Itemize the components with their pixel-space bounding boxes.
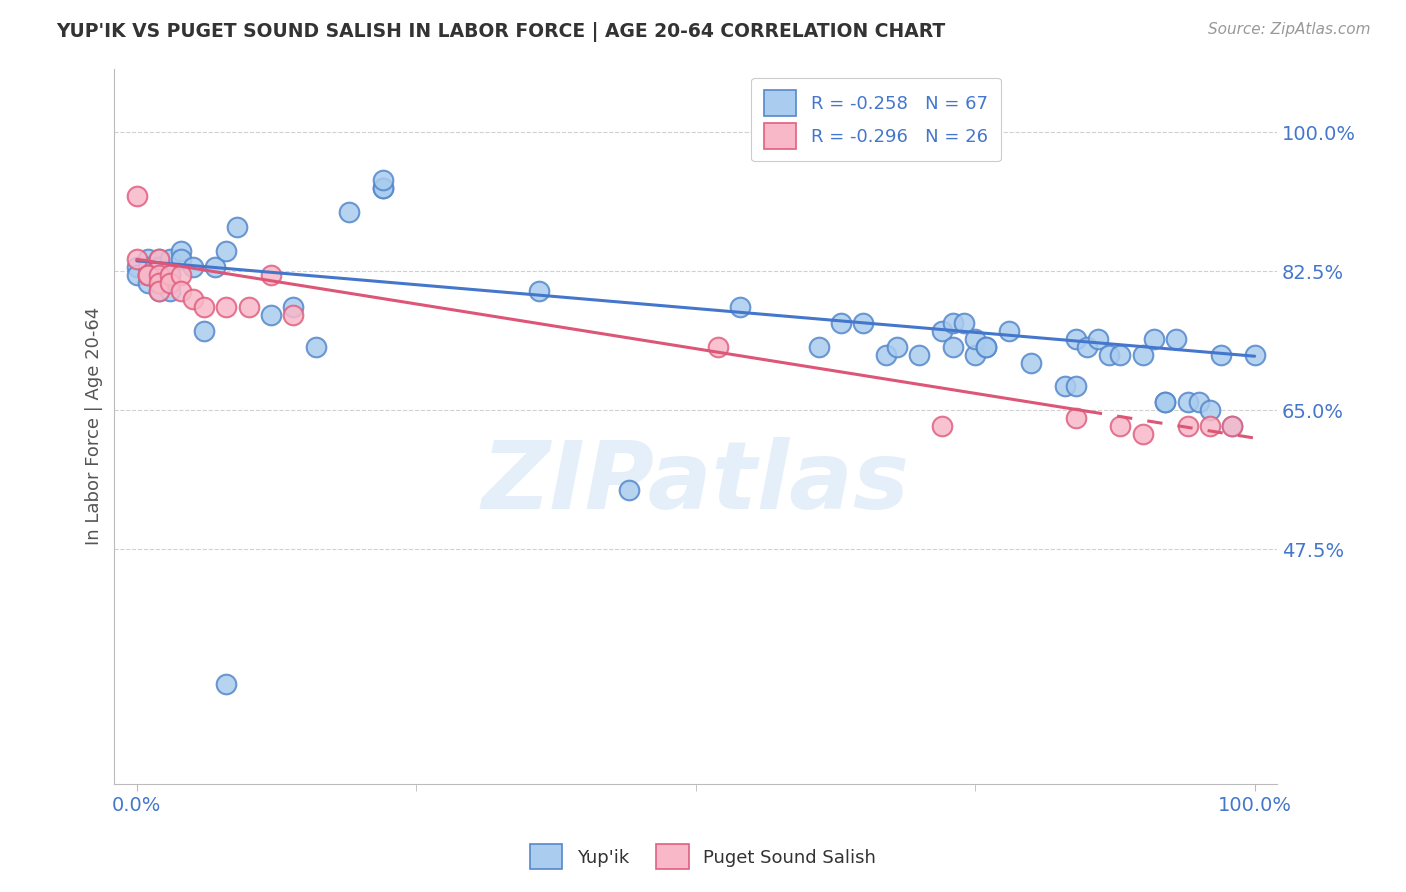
Point — [170, 244, 193, 259]
Point — [875, 348, 897, 362]
Point — [136, 268, 159, 282]
Point — [181, 260, 204, 275]
Point — [1132, 427, 1154, 442]
Point — [215, 300, 238, 314]
Point — [148, 276, 170, 290]
Point — [159, 276, 181, 290]
Point — [617, 483, 640, 497]
Point — [1154, 395, 1177, 409]
Point — [181, 292, 204, 306]
Point — [148, 252, 170, 267]
Point — [159, 276, 181, 290]
Point — [283, 308, 305, 322]
Point — [976, 340, 998, 354]
Text: ZIPatlas: ZIPatlas — [482, 437, 910, 529]
Point — [976, 340, 998, 354]
Point — [170, 284, 193, 298]
Point — [148, 284, 170, 298]
Point — [931, 324, 953, 338]
Point — [204, 260, 226, 275]
Point — [260, 268, 283, 282]
Point — [1098, 348, 1121, 362]
Point — [136, 268, 159, 282]
Text: YUP'IK VS PUGET SOUND SALISH IN LABOR FORCE | AGE 20-64 CORRELATION CHART: YUP'IK VS PUGET SOUND SALISH IN LABOR FO… — [56, 22, 945, 42]
Point — [283, 300, 305, 314]
Point — [1109, 348, 1132, 362]
Point — [159, 284, 181, 298]
Point — [1143, 332, 1166, 346]
Point — [965, 332, 987, 346]
Point — [886, 340, 908, 354]
Y-axis label: In Labor Force | Age 20-64: In Labor Force | Age 20-64 — [86, 307, 103, 545]
Point — [1064, 332, 1087, 346]
Point — [1064, 411, 1087, 425]
Point — [159, 268, 181, 282]
Point — [170, 268, 193, 282]
Point — [215, 677, 238, 691]
Point — [807, 340, 830, 354]
Point — [304, 340, 326, 354]
Point — [371, 180, 394, 194]
Point — [226, 220, 249, 235]
Point — [931, 419, 953, 434]
Point — [1243, 348, 1265, 362]
Point — [1220, 419, 1243, 434]
Text: Source: ZipAtlas.com: Source: ZipAtlas.com — [1208, 22, 1371, 37]
Point — [730, 300, 752, 314]
Point — [1019, 355, 1042, 369]
Point — [1154, 395, 1177, 409]
Point — [148, 276, 170, 290]
Point — [852, 316, 875, 330]
Point — [136, 252, 159, 267]
Point — [148, 252, 170, 267]
Point — [1220, 419, 1243, 434]
Point — [136, 260, 159, 275]
Point — [193, 324, 215, 338]
Point — [953, 316, 976, 330]
Point — [1109, 419, 1132, 434]
Point — [1209, 348, 1232, 362]
Point — [1064, 379, 1087, 393]
Point — [1166, 332, 1188, 346]
Point — [942, 316, 965, 330]
Point — [159, 268, 181, 282]
Point — [1177, 395, 1199, 409]
Point — [1199, 419, 1222, 434]
Point — [908, 348, 931, 362]
Point — [965, 348, 987, 362]
Point — [148, 268, 170, 282]
Point — [1076, 340, 1098, 354]
Point — [1132, 348, 1154, 362]
Point — [1177, 419, 1199, 434]
Point — [125, 188, 148, 202]
Point — [136, 268, 159, 282]
Legend: Yup'ik, Puget Sound Salish: Yup'ik, Puget Sound Salish — [522, 835, 884, 879]
Point — [125, 260, 148, 275]
Point — [1199, 403, 1222, 417]
Point — [215, 244, 238, 259]
Point — [997, 324, 1019, 338]
Legend: R = -0.258   N = 67, R = -0.296   N = 26: R = -0.258 N = 67, R = -0.296 N = 26 — [751, 78, 1001, 161]
Point — [371, 180, 394, 194]
Point — [125, 252, 148, 267]
Point — [193, 300, 215, 314]
Point — [337, 204, 360, 219]
Point — [238, 300, 260, 314]
Point — [1188, 395, 1211, 409]
Point — [148, 268, 170, 282]
Point — [148, 260, 170, 275]
Point — [371, 173, 394, 187]
Point — [159, 252, 181, 267]
Point — [1087, 332, 1109, 346]
Point — [1053, 379, 1076, 393]
Point — [707, 340, 730, 354]
Point — [136, 276, 159, 290]
Point — [148, 284, 170, 298]
Point — [527, 284, 550, 298]
Point — [125, 268, 148, 282]
Point — [260, 308, 283, 322]
Point — [830, 316, 852, 330]
Point — [170, 252, 193, 267]
Point — [942, 340, 965, 354]
